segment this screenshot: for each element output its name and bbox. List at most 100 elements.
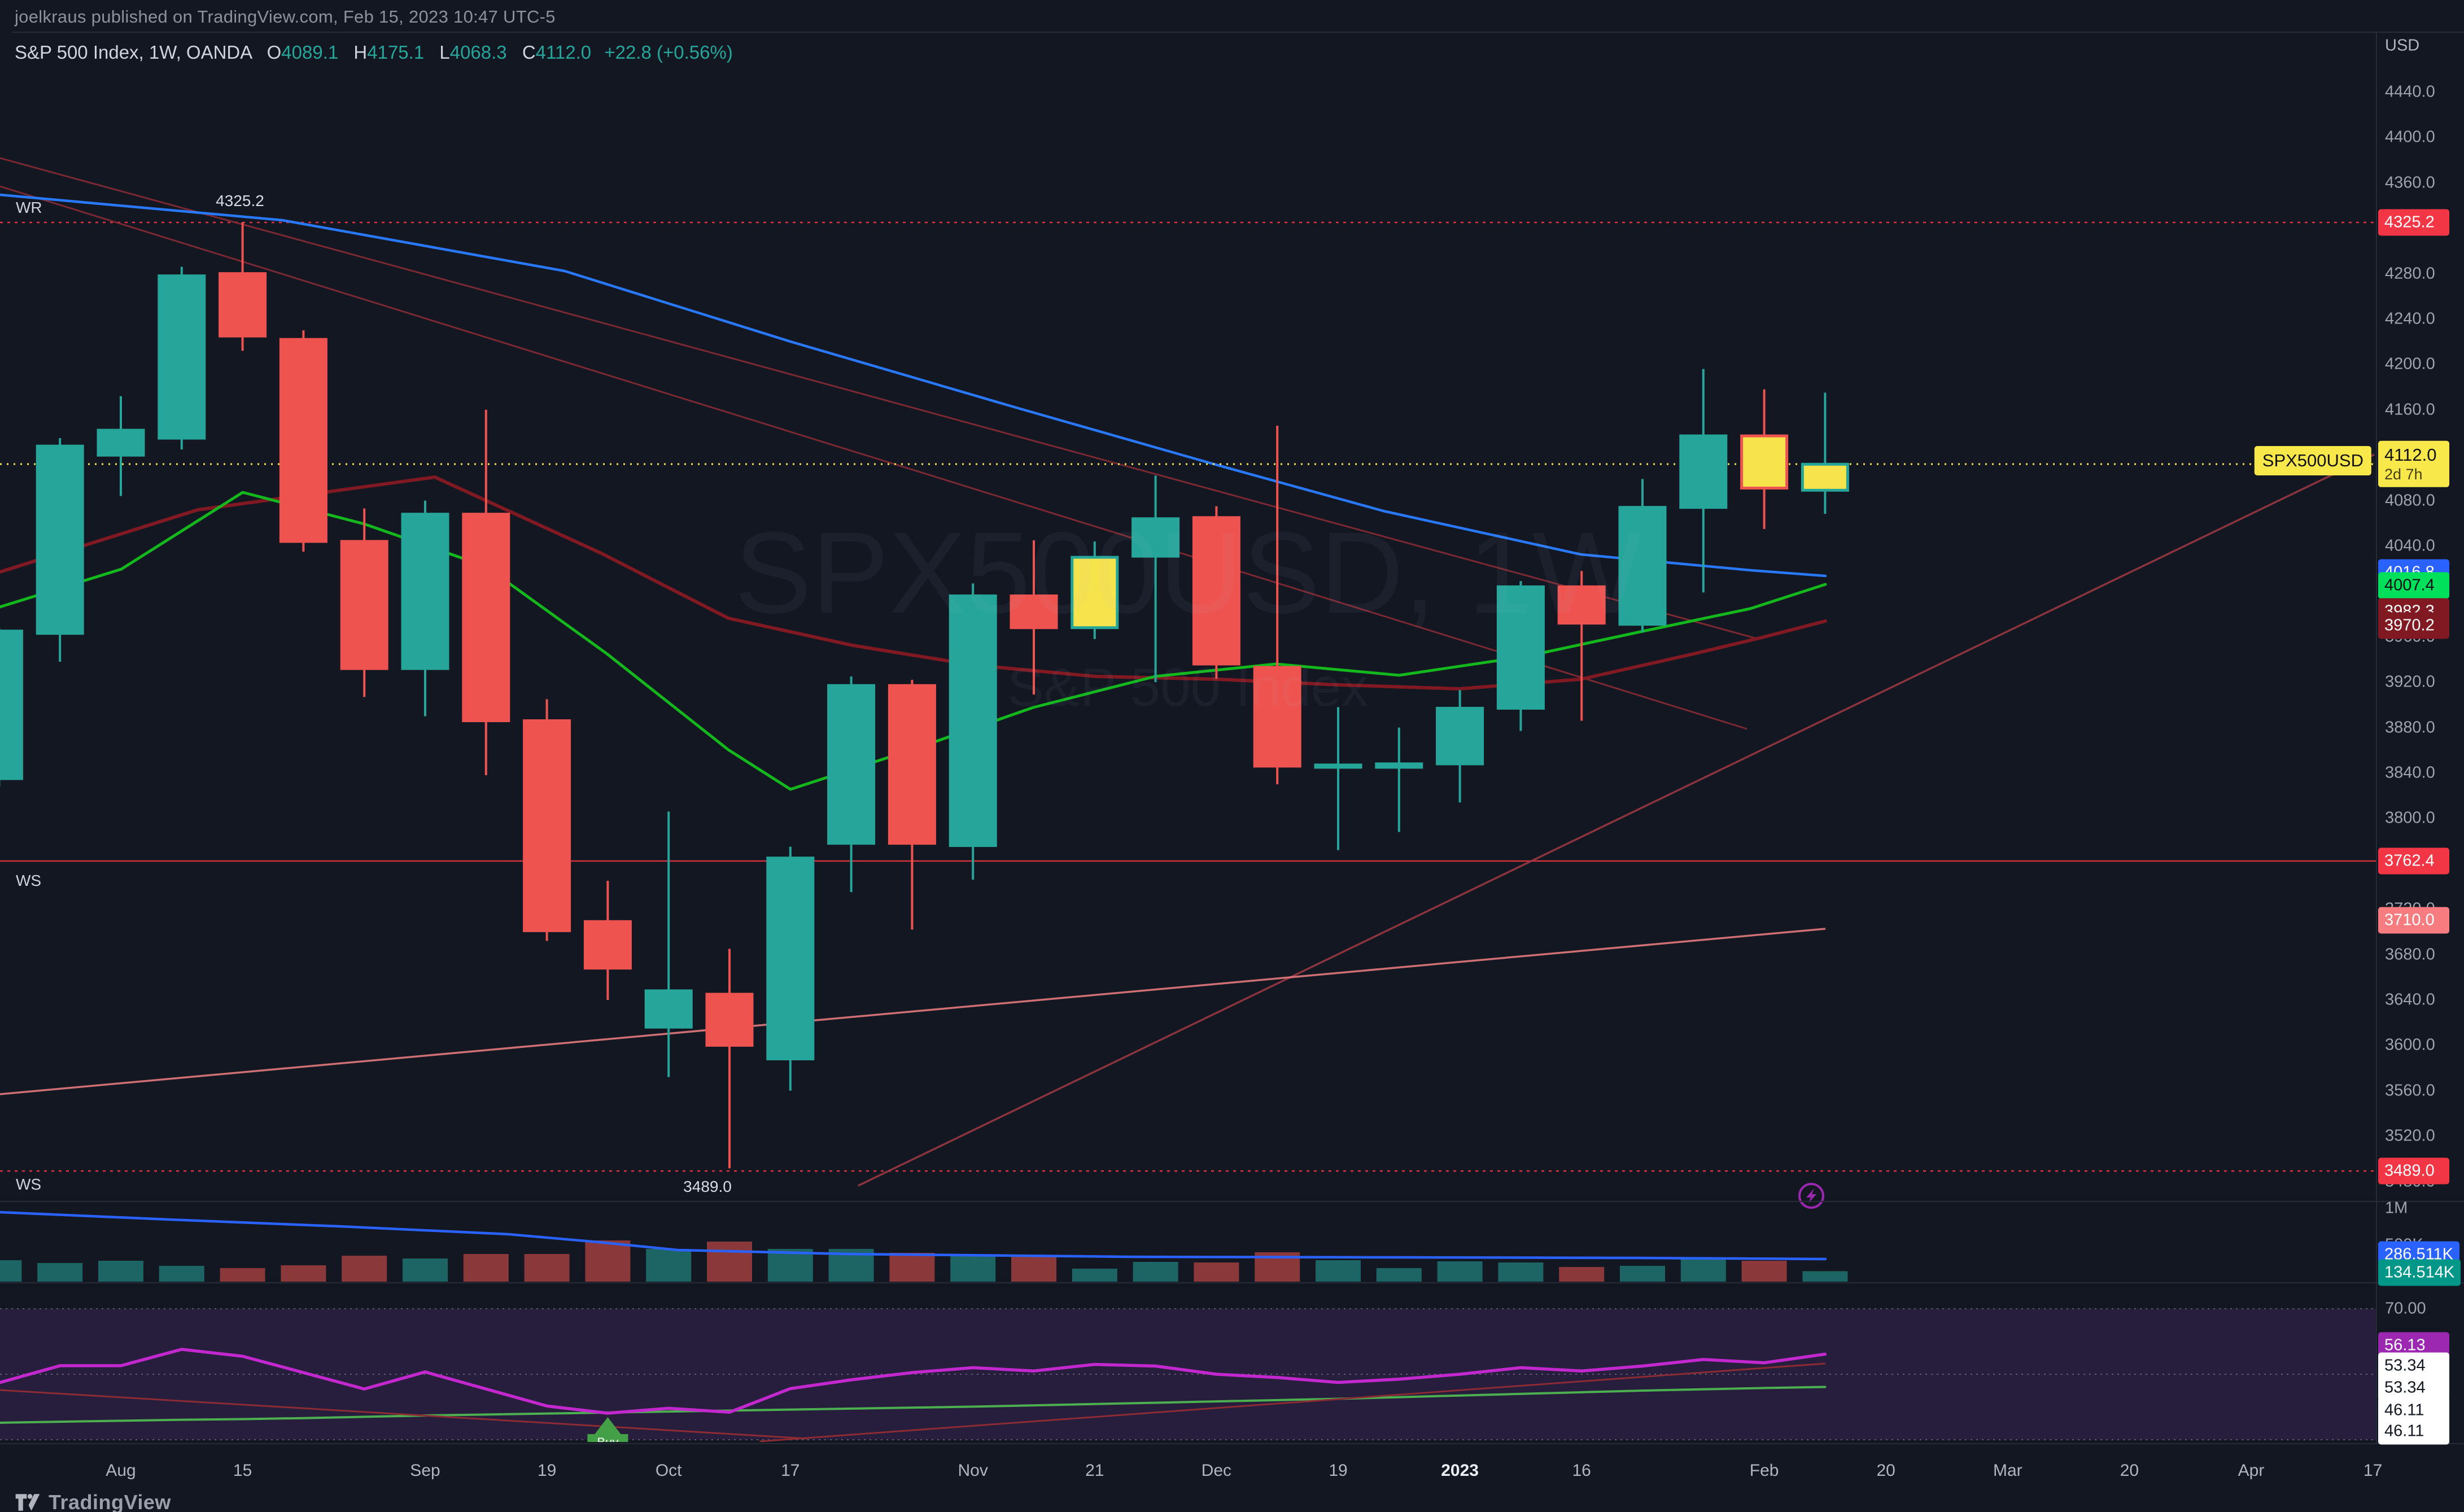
trendline[interactable] xyxy=(0,928,1826,1095)
volume-bar[interactable] xyxy=(707,1242,752,1282)
volume-bar[interactable] xyxy=(281,1265,326,1282)
price-tick-label: 3640.0 xyxy=(2385,990,2435,1009)
candle[interactable] xyxy=(1375,762,1423,769)
candle[interactable] xyxy=(1436,706,1484,766)
volume-bar[interactable] xyxy=(98,1261,143,1282)
candle[interactable] xyxy=(1679,434,1728,509)
time-tick-label: 20 xyxy=(1876,1461,1895,1480)
candle[interactable] xyxy=(1131,517,1180,558)
trendline[interactable] xyxy=(0,185,1747,730)
candle[interactable] xyxy=(1010,594,1058,630)
rsi-trendline-down[interactable] xyxy=(0,1389,808,1440)
candle[interactable] xyxy=(219,272,267,338)
candle[interactable] xyxy=(1253,666,1301,768)
candle[interactable] xyxy=(340,540,388,670)
volume-bar[interactable] xyxy=(220,1268,265,1282)
volume-bar[interactable] xyxy=(524,1254,570,1282)
ma-line-blue xyxy=(0,193,1827,578)
candle[interactable] xyxy=(888,684,936,845)
time-tick-label: Sep xyxy=(410,1461,440,1480)
volume-bar[interactable] xyxy=(1376,1268,1422,1282)
time-tick-label: 21 xyxy=(1085,1461,1104,1480)
volume-bar[interactable] xyxy=(1559,1267,1605,1282)
candle[interactable] xyxy=(583,920,632,970)
candle[interactable] xyxy=(1801,462,1849,492)
volume-bar[interactable] xyxy=(1316,1260,1361,1282)
time-tick-label: Aug xyxy=(106,1461,136,1480)
volume-bar[interactable] xyxy=(463,1254,509,1282)
volume-bar[interactable] xyxy=(1011,1256,1056,1282)
resistance-price-label: 4325.2 xyxy=(216,192,264,209)
candle[interactable] xyxy=(1618,506,1667,626)
candle[interactable] xyxy=(36,444,84,635)
volume-bar[interactable] xyxy=(950,1256,996,1282)
candle[interactable] xyxy=(1496,585,1545,710)
volume-bar[interactable] xyxy=(1620,1265,1665,1282)
volume-pane[interactable] xyxy=(0,1211,1848,1282)
rsi-pane[interactable]: Buy xyxy=(0,1308,2376,1449)
symbol-info-bar[interactable]: S&P 500 Index, 1W, OANDA O4089.1 H4175.1… xyxy=(15,42,733,63)
volume-bar[interactable] xyxy=(646,1249,692,1282)
rsi-trendline-up[interactable] xyxy=(759,1362,1826,1442)
trendline[interactable] xyxy=(0,157,1755,639)
volume-bar[interactable] xyxy=(1072,1268,1117,1282)
candle[interactable] xyxy=(279,338,327,543)
time-tick-label: 17 xyxy=(2363,1461,2383,1480)
volume-bar[interactable] xyxy=(1194,1262,1239,1282)
lightning-icon[interactable] xyxy=(1798,1183,1824,1209)
candle[interactable] xyxy=(1192,516,1240,666)
candle[interactable] xyxy=(158,274,206,440)
price-axis[interactable] xyxy=(2376,32,2464,1443)
price-tick-label: 3600.0 xyxy=(2385,1035,2435,1054)
volume-bar[interactable] xyxy=(1133,1261,1178,1282)
time-tick-label: Dec xyxy=(1201,1461,1232,1480)
candle[interactable] xyxy=(827,684,876,845)
price-axis-currency: USD xyxy=(2385,36,2420,55)
tradingview-logo[interactable]: TradingView xyxy=(15,1491,171,1512)
volume-bar[interactable] xyxy=(889,1252,935,1282)
symbol-title: S&P 500 Index, 1W, OANDA xyxy=(15,42,252,63)
volume-bar[interactable] xyxy=(767,1249,813,1282)
candle[interactable] xyxy=(1557,585,1606,625)
volume-bar[interactable] xyxy=(159,1265,204,1282)
price-tick-label: 3880.0 xyxy=(2385,718,2435,737)
volume-bar[interactable] xyxy=(37,1263,83,1282)
main-pane[interactable] xyxy=(0,157,2376,1187)
tradingview-logo-text: TradingView xyxy=(49,1491,171,1512)
time-axis[interactable]: Aug 15 Sep 19 Oct 17 Nov 21 Dec 19 2023 16 Feb 20 Mar 2… xyxy=(0,1443,2464,1494)
candle[interactable] xyxy=(462,513,510,723)
candle[interactable] xyxy=(705,993,754,1047)
change-value: +22.8 (+0.56%) xyxy=(604,42,733,63)
volume-bar[interactable] xyxy=(1680,1258,1726,1282)
candle[interactable] xyxy=(523,719,571,932)
volume-bar[interactable] xyxy=(342,1256,387,1282)
volume-bar[interactable] xyxy=(1498,1262,1544,1282)
candle[interactable] xyxy=(766,856,815,1061)
candle[interactable] xyxy=(1740,434,1789,490)
candle[interactable] xyxy=(1071,556,1119,630)
volume-bar[interactable] xyxy=(403,1258,448,1282)
price-tick-label: 4240.0 xyxy=(2385,309,2435,328)
volume-bar[interactable] xyxy=(1741,1261,1787,1282)
ws-level-label: WS xyxy=(16,872,42,889)
price-axis-badge: 3489.0 xyxy=(2378,1157,2449,1185)
buy-signal-marker[interactable]: Buy xyxy=(587,1417,628,1449)
candle[interactable] xyxy=(1314,763,1362,769)
volume-bar[interactable] xyxy=(0,1260,22,1282)
time-tick-label: 19 xyxy=(537,1461,557,1480)
volume-bar[interactable] xyxy=(1802,1271,1848,1282)
time-tick-label: 19 xyxy=(1329,1461,1348,1480)
volume-bar[interactable] xyxy=(1437,1261,1483,1282)
candle[interactable] xyxy=(949,594,997,847)
volume-bar[interactable] xyxy=(585,1240,631,1282)
current-price-badge: 4112.0 2d 7h xyxy=(2378,440,2449,488)
trendline[interactable] xyxy=(858,453,2375,1187)
candle[interactable] xyxy=(401,513,449,670)
candle[interactable] xyxy=(97,429,145,457)
header-separator xyxy=(12,32,2464,33)
ws2-level-label: WS xyxy=(16,1175,42,1193)
candle[interactable] xyxy=(0,630,23,780)
candle[interactable] xyxy=(644,989,693,1029)
